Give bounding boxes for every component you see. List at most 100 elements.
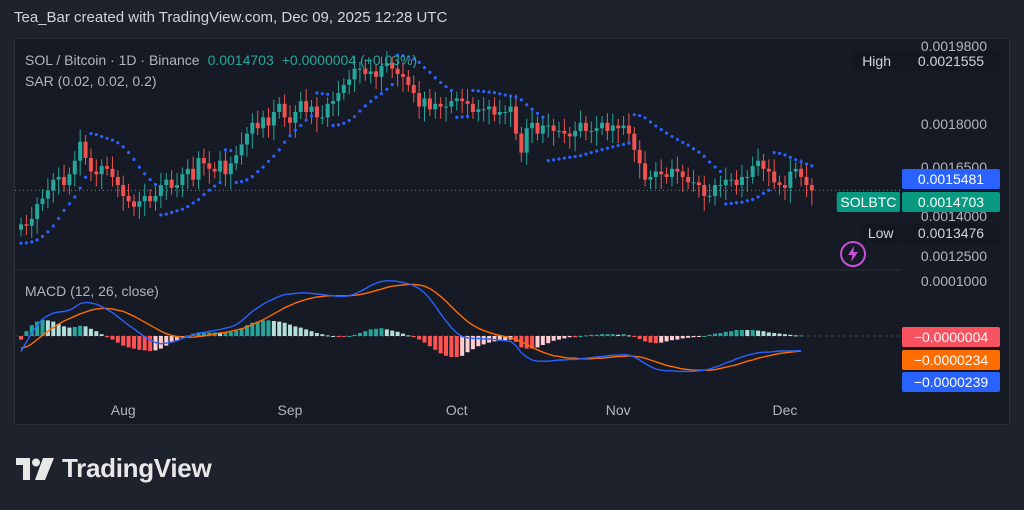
macd-histogram-bar — [368, 329, 373, 336]
candle-body — [148, 195, 153, 202]
sar-dot — [428, 70, 432, 74]
symbol-label[interactable]: SOL / Bitcoin · 1D · Binance — [25, 51, 200, 68]
sar-indicator-label[interactable]: SAR (0.02, 0.02, 0.2) — [25, 72, 157, 89]
sar-dot — [708, 160, 712, 164]
sar-dot — [207, 188, 211, 192]
sar-dot — [390, 82, 394, 87]
sar-dot — [239, 180, 244, 184]
macd-indicator-label[interactable]: MACD (12, 26, close) — [25, 283, 159, 299]
last-price-label: 0.0014703 — [207, 51, 274, 68]
macd-histogram-bar — [616, 334, 621, 336]
sar-dot — [288, 134, 292, 138]
sar-dot — [121, 145, 125, 149]
candle-body — [51, 179, 56, 191]
macd-histogram-bar — [56, 324, 61, 336]
macd-histogram-bar — [336, 336, 341, 337]
price-axis-tick: 0.0019800 — [921, 39, 987, 54]
sar-dot — [568, 155, 572, 159]
candle-body — [158, 185, 163, 196]
sar-dot — [498, 92, 502, 96]
candle-body — [293, 111, 298, 123]
flash-icon[interactable] — [838, 239, 868, 269]
macd-histogram-bar — [411, 336, 416, 338]
macd-histogram-bar — [158, 336, 163, 349]
macd-histogram-bar — [594, 334, 599, 336]
candle-body — [45, 190, 50, 199]
sar-dot — [256, 170, 260, 174]
sar-dot — [439, 80, 443, 85]
macd-histogram-bar — [331, 336, 336, 337]
macd-histogram-bar — [271, 321, 276, 336]
candle-body — [368, 71, 373, 75]
candle-body — [793, 168, 798, 172]
macd-histogram-bar — [626, 335, 631, 337]
macd-histogram-bar — [766, 332, 771, 336]
macd-histogram-bar — [164, 336, 169, 346]
macd-histogram-bar — [476, 336, 481, 347]
macd-histogram-bar — [417, 336, 422, 340]
sar-dot — [422, 66, 427, 70]
candle-body — [110, 168, 115, 177]
tradingview-logo[interactable]: TradingView — [16, 453, 212, 484]
macd-histogram-bar — [131, 336, 136, 349]
macd-histogram-bar — [35, 321, 40, 336]
macd-histogram-bar — [734, 330, 739, 336]
macd-histogram-bar — [578, 336, 583, 337]
macd-histogram-bar — [352, 334, 357, 336]
candle-body — [562, 130, 567, 134]
sar-dot — [444, 85, 448, 89]
sar-dot — [772, 150, 776, 155]
sar-dot — [277, 148, 281, 152]
sar-dot — [374, 95, 378, 99]
candle-body — [530, 122, 535, 129]
sar-dot — [751, 197, 755, 202]
sar-dot — [573, 154, 577, 159]
candle-body — [314, 106, 319, 118]
macd-histogram-bar — [551, 336, 556, 341]
candle-body — [282, 103, 287, 118]
candle-body — [347, 79, 352, 85]
candle-body — [180, 174, 185, 186]
macd-histogram-bar — [175, 336, 180, 341]
macd-histogram-bar — [454, 336, 459, 357]
macd-histogram-bar — [422, 336, 427, 343]
candle-body — [503, 111, 508, 113]
sar-dot — [482, 89, 486, 94]
candle-body — [67, 174, 72, 186]
chart-canvas[interactable]: 0.00198000.00180000.00165000.00140000.00… — [15, 39, 1009, 424]
candle-body — [212, 168, 217, 172]
candle-body — [94, 171, 99, 175]
candle-body — [40, 198, 45, 205]
macd-marker-value-bg — [902, 327, 1000, 347]
macd-histogram-bar — [201, 332, 206, 336]
candle-body — [271, 111, 276, 126]
sar-dot — [73, 195, 77, 199]
macd-histogram-bar — [400, 333, 405, 336]
macd-histogram-bar — [540, 336, 545, 345]
macd-histogram-bar — [320, 334, 325, 336]
sar-dot — [180, 207, 184, 211]
price-change-label: +0.0000004 (+0.03%) — [281, 51, 418, 68]
macd-histogram-bar — [444, 336, 449, 356]
sar-dot — [379, 92, 384, 96]
candle-body — [196, 158, 201, 180]
macd-histogram-bar — [718, 333, 723, 336]
macd-histogram-bar — [589, 334, 594, 336]
candle-body — [24, 224, 29, 226]
macd-histogram-bar — [239, 328, 244, 336]
macd-histogram-bar — [427, 336, 432, 347]
macd-histogram-bar — [756, 330, 761, 336]
macd-histogram-bar — [583, 335, 588, 337]
macd-marker-value: −0.0000239 — [914, 374, 989, 390]
candle-body — [573, 130, 578, 137]
sar-dot — [665, 131, 669, 135]
candle-body — [56, 176, 61, 180]
sar-dot — [266, 159, 271, 163]
sar-dot — [148, 177, 152, 182]
macd-histogram-bar — [739, 330, 744, 336]
candle-body — [508, 106, 513, 112]
candle-body — [567, 133, 572, 137]
macd-histogram-bar — [621, 334, 626, 336]
candle-body — [175, 185, 180, 188]
macd-histogram-bar — [341, 336, 346, 337]
